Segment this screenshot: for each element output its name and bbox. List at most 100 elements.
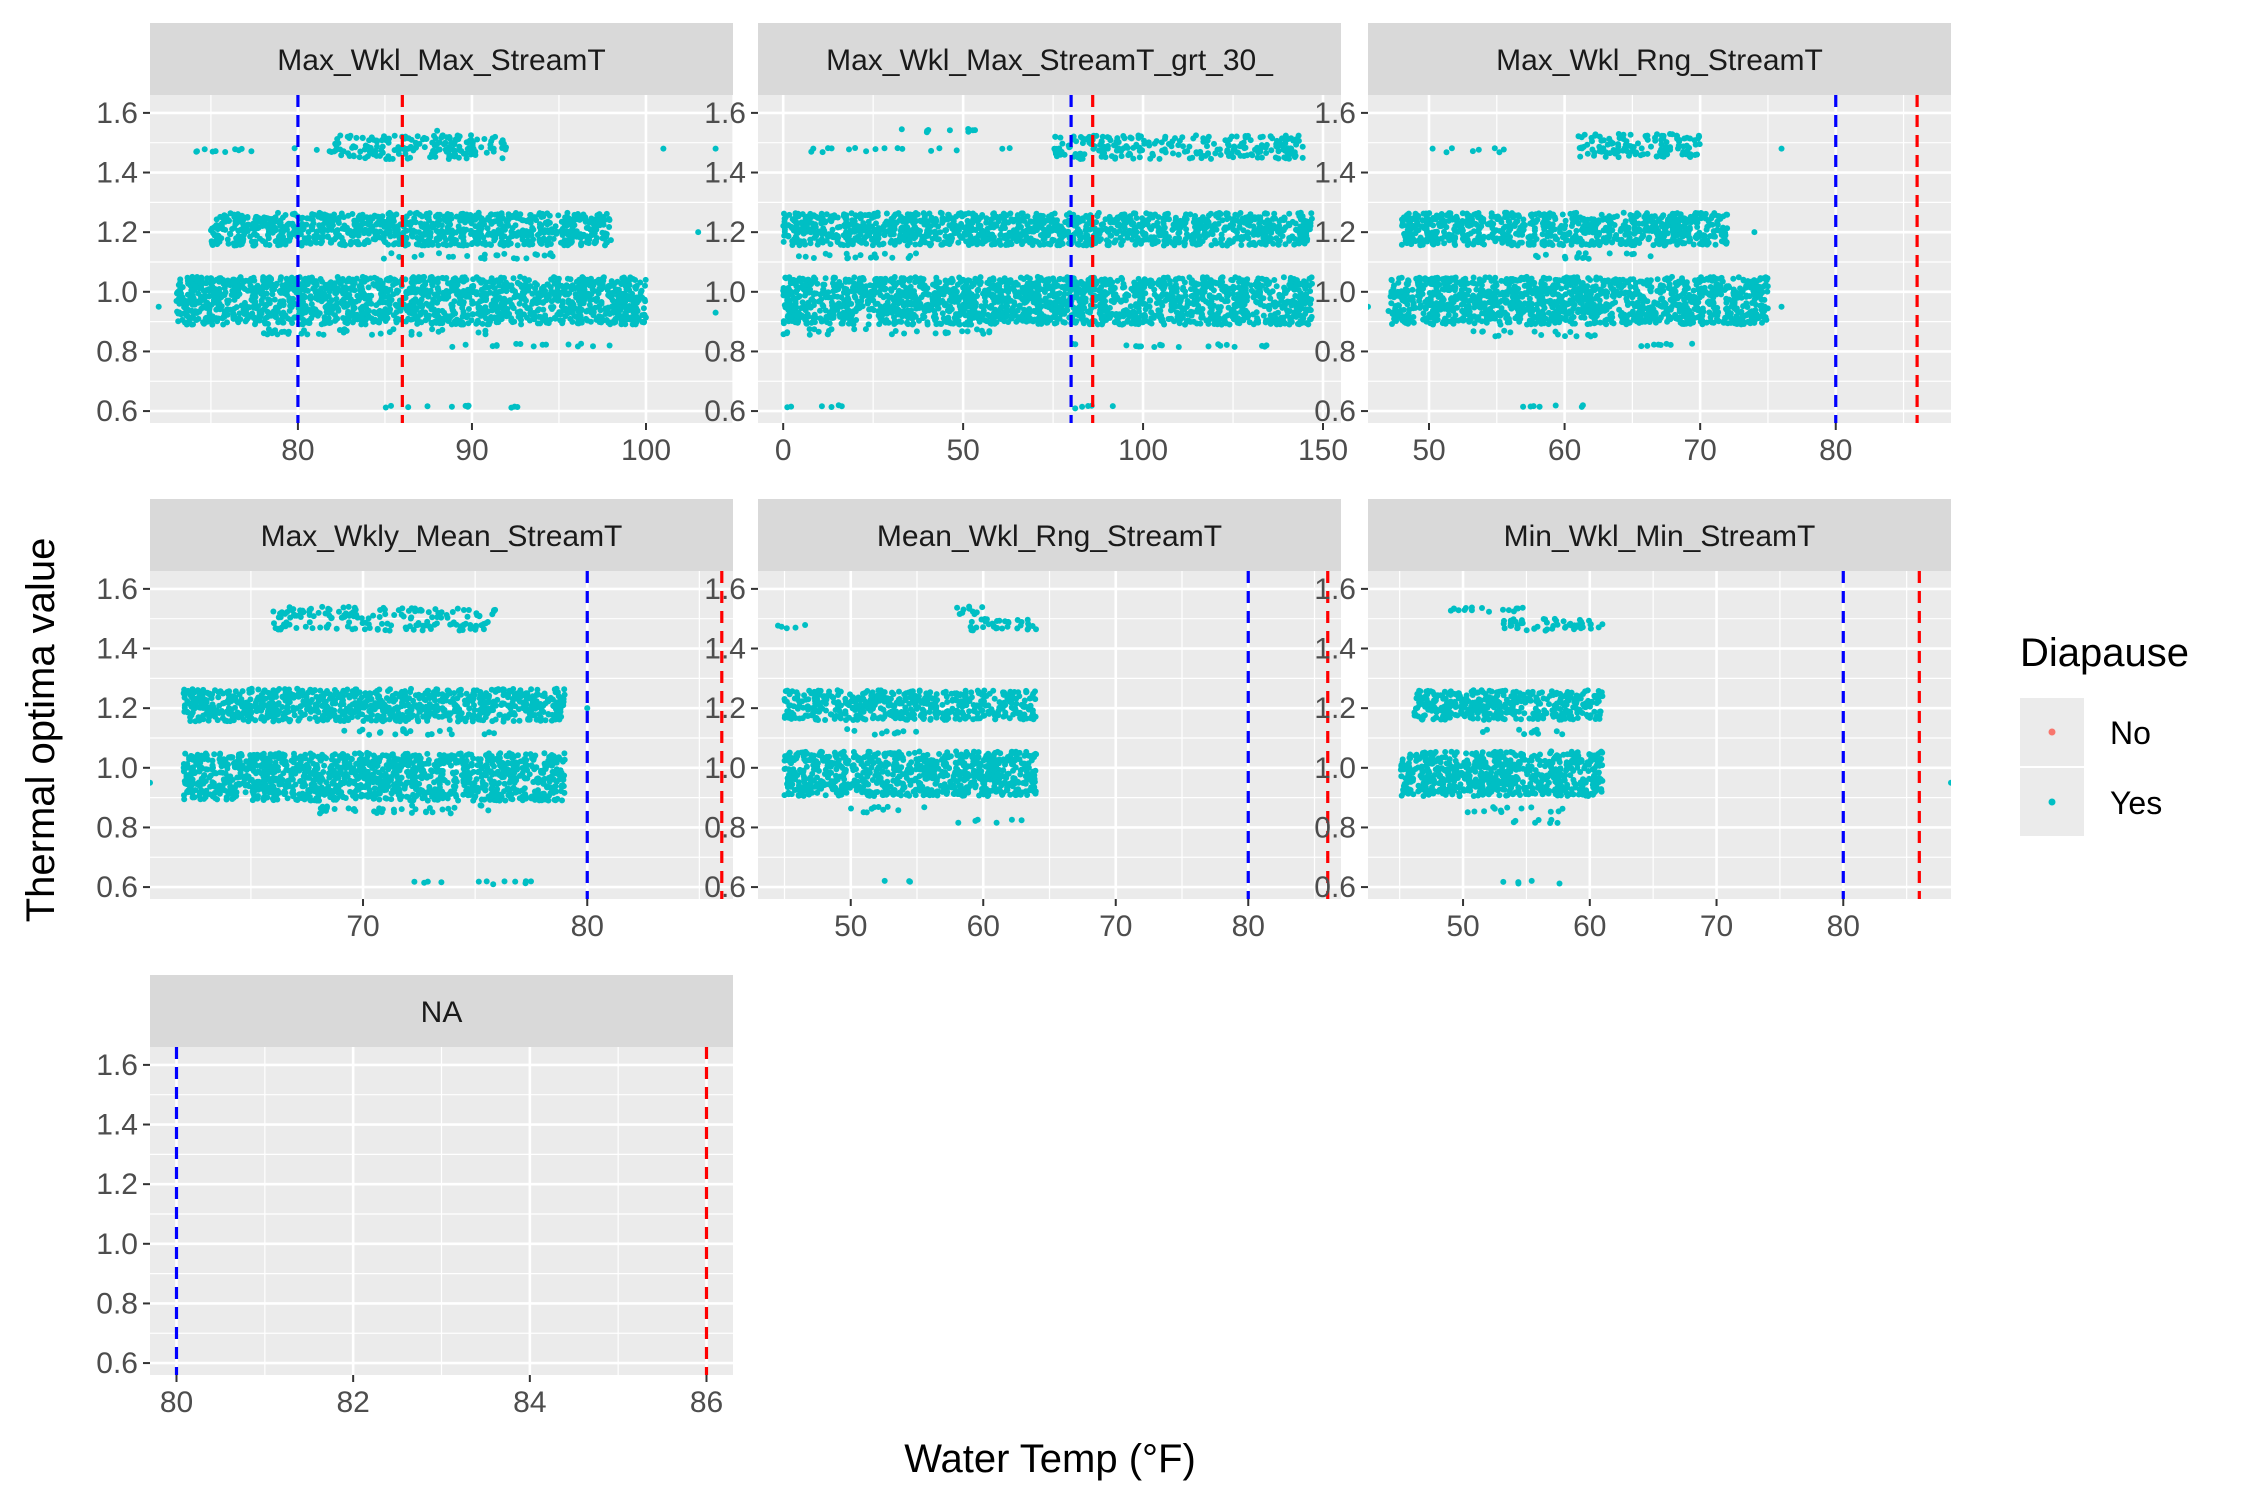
- data-point: [407, 222, 414, 229]
- data-point: [311, 211, 318, 218]
- data-point: [464, 253, 471, 259]
- data-point: [414, 133, 421, 140]
- data-point: [326, 280, 333, 287]
- data-point: [209, 321, 216, 328]
- data-point: [349, 319, 356, 326]
- data-point: [215, 296, 222, 303]
- data-point: [517, 341, 524, 347]
- data-point: [469, 142, 476, 149]
- data-point: [1212, 150, 1219, 157]
- data-point: [308, 222, 315, 229]
- data-point: [365, 284, 372, 291]
- data-point: [247, 313, 254, 320]
- data-point: [1252, 214, 1259, 221]
- data-point: [319, 292, 326, 299]
- data-point: [1213, 240, 1220, 247]
- data-point: [1205, 150, 1212, 157]
- data-point: [538, 225, 545, 232]
- data-point: [329, 222, 336, 229]
- data-point: [1112, 237, 1119, 244]
- data-point: [1275, 155, 1282, 162]
- data-point: [332, 147, 339, 154]
- data-point: [327, 239, 334, 246]
- data-point: [444, 211, 451, 217]
- data-point: [576, 232, 583, 239]
- data-point: [275, 319, 282, 326]
- data-point: [572, 291, 579, 298]
- data-point: [384, 288, 391, 295]
- data-point: [215, 233, 222, 239]
- data-point: [449, 343, 456, 350]
- data-point: [510, 275, 517, 282]
- data-point: [503, 217, 510, 224]
- data-point: [463, 155, 470, 162]
- data-point: [881, 231, 888, 238]
- data-point: [1136, 154, 1143, 161]
- data-point: [1259, 133, 1266, 140]
- data-point: [456, 143, 463, 150]
- data-point: [483, 297, 489, 304]
- data-point: [302, 294, 309, 301]
- data-point: [272, 304, 279, 311]
- data-point: [450, 308, 457, 314]
- data-point: [604, 307, 611, 314]
- data-point: [548, 298, 555, 305]
- data-point: [1282, 136, 1289, 143]
- data-point: [552, 275, 559, 282]
- data-point: [837, 241, 844, 248]
- data-point: [1095, 209, 1102, 216]
- data-point: [849, 217, 856, 224]
- data-point: [423, 300, 430, 307]
- data-point: [341, 326, 348, 333]
- data-point: [905, 236, 912, 243]
- data-point: [523, 255, 530, 262]
- data-point: [1038, 214, 1045, 221]
- data-point: [261, 291, 268, 298]
- data-point: [1215, 220, 1222, 227]
- data-point: [331, 211, 338, 218]
- data-point: [181, 319, 188, 326]
- data-point: [632, 284, 639, 290]
- data-point: [1029, 242, 1036, 248]
- data-point: [1272, 215, 1279, 222]
- data-point: [1054, 148, 1061, 154]
- data-point: [567, 283, 574, 290]
- data-point: [891, 222, 898, 229]
- data-point: [349, 298, 356, 305]
- data-point: [807, 236, 814, 243]
- data-point: [182, 305, 189, 312]
- data-point: [193, 310, 200, 316]
- data-point: [289, 220, 296, 227]
- data-point: [279, 282, 286, 289]
- data-point: [1305, 218, 1311, 225]
- data-point: [626, 282, 633, 289]
- data-point: [319, 296, 326, 303]
- data-point: [223, 213, 230, 220]
- data-point: [872, 146, 879, 153]
- data-point: [431, 311, 438, 318]
- data-point: [527, 230, 534, 237]
- data-point: [334, 274, 341, 280]
- data-point: [584, 317, 591, 324]
- data-point: [1033, 227, 1040, 234]
- data-point: [215, 239, 221, 246]
- data-point: [896, 217, 903, 224]
- data-point: [1113, 147, 1120, 154]
- data-point: [546, 212, 553, 219]
- data-point: [231, 296, 238, 303]
- data-point: [1175, 151, 1182, 158]
- data-point: [277, 222, 284, 229]
- data-point: [448, 403, 455, 410]
- data-point: [526, 317, 533, 324]
- data-point: [266, 297, 273, 304]
- data-point: [590, 312, 597, 319]
- point-cluster: [173, 273, 649, 328]
- data-point: [1049, 238, 1056, 245]
- data-point: [825, 145, 831, 152]
- data-point: [1275, 138, 1282, 145]
- data-point: [1250, 223, 1257, 230]
- data-point: [262, 320, 269, 327]
- data-point: [540, 306, 547, 313]
- data-point: [446, 152, 453, 159]
